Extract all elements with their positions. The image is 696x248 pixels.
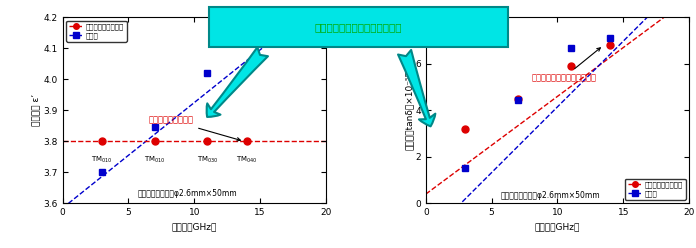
Text: TM$_{040}$: TM$_{040}$: [236, 155, 258, 165]
X-axis label: 周波数（GHz）: 周波数（GHz）: [535, 223, 580, 232]
X-axis label: 周波数（GHz）: 周波数（GHz）: [171, 223, 217, 232]
Legend: 厳密な電磁界解析法, 操作法: 厳密な電磁界解析法, 操作法: [625, 179, 686, 200]
FancyBboxPatch shape: [209, 7, 508, 47]
Text: 周波数に対して直線的に増加: 周波数に対して直線的に増加: [531, 48, 601, 82]
Text: 合成石英ガラス：φ2.6mm×50mm: 合成石英ガラス：φ2.6mm×50mm: [501, 190, 601, 200]
Text: 周波数に対して一定: 周波数に対して一定: [148, 116, 240, 141]
Text: TM$_{030}$: TM$_{030}$: [197, 155, 218, 165]
Text: TM$_{010}$: TM$_{010}$: [91, 155, 113, 165]
Y-axis label: 比誠電率 ε’: 比誠電率 ε’: [31, 94, 40, 126]
Legend: 厳密な電磁界解析法, 操作法: 厳密な電磁界解析法, 操作法: [66, 21, 127, 42]
Y-axis label: 比誠正接tanδ（×10⁻⁵）: 比誠正接tanδ（×10⁻⁵）: [405, 70, 414, 150]
Text: イオン分極に関する理論と一致: イオン分極に関する理論と一致: [315, 22, 402, 32]
Text: 合成石英ガラス：φ2.6mm×50mm: 合成石英ガラス：φ2.6mm×50mm: [138, 189, 237, 198]
Text: TM$_{010}$: TM$_{010}$: [144, 155, 166, 165]
